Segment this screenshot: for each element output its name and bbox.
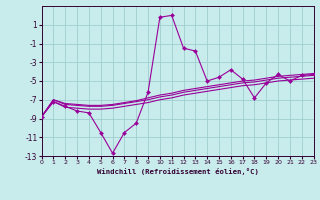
X-axis label: Windchill (Refroidissement éolien,°C): Windchill (Refroidissement éolien,°C) — [97, 168, 259, 175]
